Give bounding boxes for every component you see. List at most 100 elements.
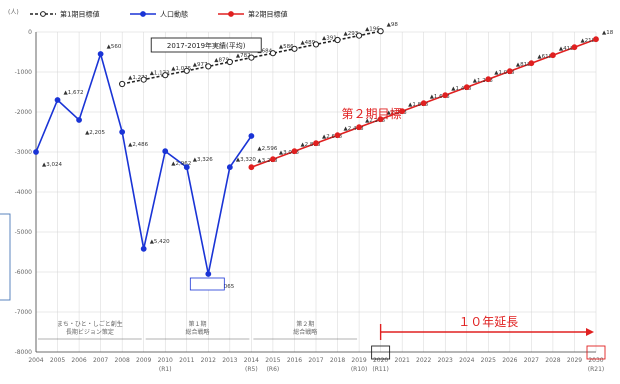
data-label: ▲1,672 bbox=[64, 90, 84, 96]
x-tick-label: 2007 bbox=[93, 357, 108, 364]
data-point bbox=[399, 108, 406, 115]
data-label: ▲1,418 bbox=[451, 86, 471, 92]
data-label: ▲3,326 bbox=[193, 157, 213, 163]
annotations: 2017-2019年実績(平均) 第２期目標 １０年延長 まち・ひと・しごと創生長期ビ… bbox=[0, 37, 606, 360]
data-label: ▲2,618 bbox=[322, 134, 342, 140]
data-point bbox=[97, 51, 104, 57]
y-tick-label: 0 bbox=[28, 29, 32, 36]
annotation-second-target: 第２期目標 bbox=[342, 107, 402, 121]
x-sub-label: (R1) bbox=[159, 366, 172, 373]
data-label: ▲2,018 bbox=[387, 110, 407, 116]
annotation-box bbox=[150, 37, 262, 53]
x-tick-label: 2028 bbox=[545, 357, 560, 364]
data-point bbox=[248, 133, 255, 139]
data-point bbox=[550, 52, 556, 59]
era-band-label: 第１期 bbox=[189, 320, 207, 328]
x-tick-label: 2006 bbox=[71, 357, 86, 364]
annotation-extension: １０年延長 bbox=[458, 315, 518, 329]
x-tick-label: 2021 bbox=[395, 357, 410, 364]
data-point bbox=[76, 117, 82, 123]
data-label: ▲2,218 bbox=[365, 118, 385, 124]
x-tick-label: 2019 bbox=[351, 357, 366, 364]
grid-layer bbox=[35, 31, 597, 353]
data-point bbox=[463, 84, 470, 91]
highlight-2030 bbox=[586, 345, 606, 360]
data-point bbox=[205, 63, 212, 70]
x-sub-label: (R11) bbox=[372, 366, 389, 373]
data-point bbox=[355, 32, 363, 39]
data-point bbox=[485, 76, 492, 83]
data-point bbox=[377, 116, 384, 123]
data-point bbox=[420, 100, 427, 107]
data-point bbox=[226, 164, 233, 171]
x-tick-label: 2024 bbox=[459, 357, 474, 364]
x-tick-label: 2011 bbox=[179, 357, 194, 364]
data-point bbox=[119, 129, 126, 135]
y-unit-label: (人) bbox=[8, 9, 19, 16]
y-tick-label: -8000 bbox=[15, 349, 33, 356]
x-tick-label: 2013 bbox=[222, 357, 237, 364]
x-tick-label: 2012 bbox=[201, 357, 216, 364]
data-label: ▲2,962 bbox=[171, 161, 191, 167]
data-label: ▲1,218 bbox=[473, 78, 493, 84]
data-label: ▲489 bbox=[300, 40, 315, 46]
x-sub-label: (R21) bbox=[588, 366, 605, 373]
data-label: ▲1,271 bbox=[128, 75, 148, 81]
data-label: ▲1,818 bbox=[408, 102, 428, 108]
x-tick-label: 2025 bbox=[481, 357, 496, 364]
legend: 第1期目標値 人口動態 第2期目標値 bbox=[30, 10, 287, 19]
data-label: ▲684 bbox=[257, 49, 272, 55]
data-point bbox=[571, 44, 578, 51]
data-point bbox=[162, 72, 169, 79]
data-point bbox=[291, 45, 298, 52]
data-label: ▲3,024 bbox=[42, 162, 62, 168]
x-tick-label: 2016 bbox=[287, 357, 302, 364]
extension-arrow-head bbox=[586, 328, 594, 336]
data-point bbox=[248, 54, 255, 61]
data-label: ▲418 bbox=[559, 46, 574, 52]
legend-swatch-marker bbox=[140, 11, 146, 17]
y-tick-label: -1000 bbox=[15, 69, 33, 76]
data-point bbox=[183, 67, 190, 74]
data-point bbox=[183, 164, 190, 171]
y-tick-label: -2000 bbox=[15, 109, 33, 116]
legend-swatch-marker bbox=[228, 11, 234, 17]
series-1: ▲3,024 ▲1,672 ▲2,205 ▲560 ▲2,486 ▲5,420 ▲2,962… bbox=[33, 44, 278, 290]
era-band-label: 総合戦略 bbox=[293, 328, 317, 336]
data-label: ▲818 bbox=[516, 62, 531, 68]
legend-entry-label: 第1期目標値 bbox=[60, 10, 99, 19]
data-label: ▲782 bbox=[236, 53, 251, 59]
highlight-2020 bbox=[371, 345, 391, 360]
x-tick-label: 2026 bbox=[502, 357, 517, 364]
y-tick-label: -3000 bbox=[15, 149, 33, 156]
x-tick-label: 2010 bbox=[158, 357, 173, 364]
data-label: ▲1,618 bbox=[430, 94, 450, 100]
series-0: ▲1,271▲1,173▲1,075▲977 ▲879 ▲782 ▲684 ▲586 ▲4… bbox=[119, 22, 398, 88]
x-tick-label: 2015 bbox=[265, 357, 280, 364]
data-label: ▲1,173 bbox=[150, 71, 170, 77]
y-tick-label: -6000 bbox=[15, 269, 33, 276]
x-tick-label: 2008 bbox=[115, 357, 130, 364]
data-point bbox=[140, 76, 147, 83]
data-label: ▲1,018 bbox=[494, 70, 514, 76]
data-point bbox=[312, 41, 320, 48]
x-tick-label: 2005 bbox=[50, 357, 65, 364]
data-point bbox=[119, 80, 126, 88]
data-label: ▲3,018 bbox=[279, 150, 299, 156]
data-point bbox=[528, 60, 535, 67]
data-label: ▲586 bbox=[279, 44, 294, 50]
data-point bbox=[269, 50, 277, 57]
data-label: ▲5,420 bbox=[150, 239, 170, 245]
data-point bbox=[334, 132, 341, 139]
data-label: ▲879 bbox=[214, 57, 229, 63]
data-label: ▲560 bbox=[107, 44, 122, 50]
legend-entry-label: 人口動態 bbox=[160, 10, 188, 19]
data-point bbox=[291, 148, 298, 155]
era-band-label: 長期ビジョン策定 bbox=[66, 328, 114, 336]
x-sub-label: (R5) bbox=[245, 366, 258, 373]
data-point bbox=[33, 149, 39, 155]
data-label: ▲391 bbox=[322, 35, 337, 41]
low-point-box bbox=[189, 277, 225, 291]
x-tick-label: 2027 bbox=[524, 357, 539, 364]
data-point bbox=[270, 156, 276, 163]
